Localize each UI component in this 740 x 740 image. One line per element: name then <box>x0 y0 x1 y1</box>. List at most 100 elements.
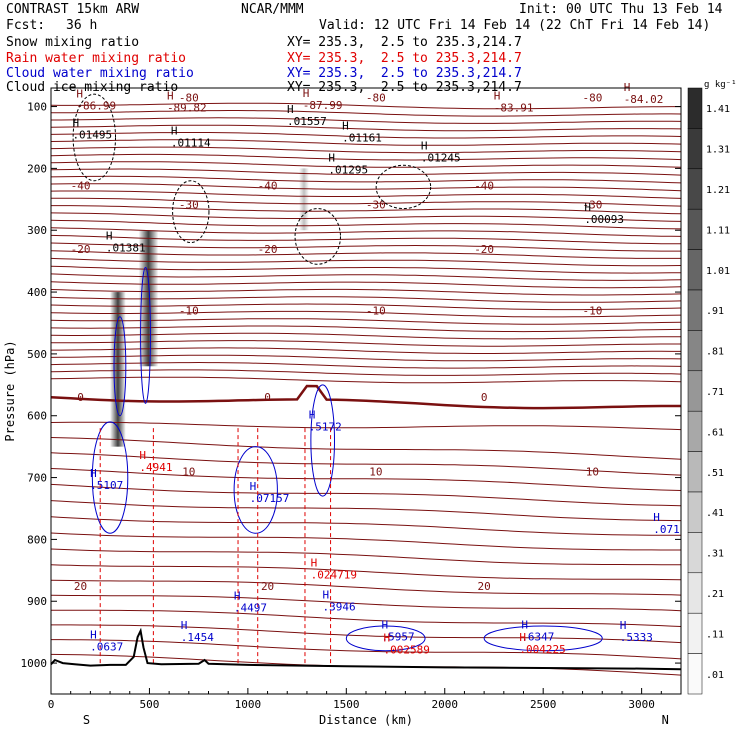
cloud-ice-contour <box>72 93 117 182</box>
colorbar-label: 1.21 <box>706 185 730 196</box>
h-marker: H <box>382 619 389 632</box>
x-axis-label: Distance (km) <box>319 713 413 727</box>
forecast-value: 36 h <box>66 18 98 33</box>
x-tick-label: 3000 <box>628 698 655 711</box>
x-tick-label: 500 <box>140 698 160 711</box>
colorbar-swatch <box>687 330 703 372</box>
h-value-label: -83.91 <box>494 101 534 114</box>
h-marker: H <box>421 139 428 152</box>
colorbar-label: 1.31 <box>706 145 730 156</box>
h-value-label: .3946 <box>322 600 355 613</box>
h-marker: H <box>521 619 528 632</box>
isotherm-line <box>50 265 682 274</box>
cloud-water-contour <box>91 421 129 534</box>
isotherm-line <box>50 548 682 566</box>
isotherm-line <box>50 483 682 507</box>
h-value-label: .00093 <box>584 213 624 226</box>
h-value-label: .01495 <box>72 128 112 141</box>
isotherm-line <box>50 212 682 222</box>
isotherm-line <box>50 139 682 146</box>
h-marker: H <box>234 590 241 603</box>
isotherm-line <box>50 437 682 460</box>
isotherm-line <box>50 564 682 581</box>
cloud-water-contour <box>483 625 603 652</box>
colorbar-swatch <box>687 451 703 493</box>
colorbar-swatch <box>687 653 703 695</box>
x-end-label-south: S <box>83 713 90 727</box>
h-marker: H <box>519 631 526 644</box>
colorbar-swatch <box>687 289 703 331</box>
colorbar-swatch <box>687 370 703 412</box>
colorbar-label: .81 <box>706 347 724 358</box>
isotherm-line <box>50 361 682 369</box>
colorbar-swatch <box>687 572 703 614</box>
isotherm-line <box>50 281 682 289</box>
isotherm-line <box>50 452 682 476</box>
isotherm-line <box>50 303 682 311</box>
isotherm-line <box>50 102 681 110</box>
h-value-label: .5107 <box>90 479 123 492</box>
isotherm-line <box>50 273 682 281</box>
isotherm-line <box>50 219 682 230</box>
isotherm-label: -40 <box>71 180 91 193</box>
cloud-ice-contour <box>172 180 210 244</box>
h-value-label: .5333 <box>620 631 653 644</box>
field-rain-name: Rain water mixing ratio <box>6 51 187 66</box>
isotherm-line <box>50 332 681 340</box>
colorbar-unit: g kg⁻¹ <box>704 80 737 90</box>
colorbar-label: 1.11 <box>706 225 730 236</box>
cloud-water-contour <box>310 384 335 497</box>
colorbar-swatch <box>687 532 703 574</box>
y-tick-label: 300 <box>27 224 47 237</box>
cloud-ice-contour <box>375 164 432 210</box>
h-value-label: .07157 <box>250 492 290 505</box>
x-tick-label: 2000 <box>432 698 459 711</box>
isotherm-line <box>50 153 682 161</box>
isotherm-label: -30 <box>366 198 386 211</box>
isotherm-line <box>50 175 682 184</box>
isotherm-line <box>50 376 682 384</box>
h-marker: H <box>250 480 257 493</box>
isotherm-line <box>50 288 682 296</box>
colorbar-swatch <box>687 87 703 129</box>
isotherm-line <box>50 257 682 267</box>
plot-frame <box>50 87 682 695</box>
h-marker: H <box>653 511 660 524</box>
colorbar-label: .31 <box>706 549 724 560</box>
colorbar-label: 1.41 <box>706 104 730 115</box>
isotherm-line <box>50 234 682 245</box>
isotherm-line <box>50 168 682 176</box>
cloud-ice-contour <box>294 208 341 265</box>
isotherm-label: -20 <box>474 243 494 256</box>
field-cloudwater-name: Cloud water mixing ratio <box>6 66 194 81</box>
colorbar-label: .71 <box>706 387 724 398</box>
y-tick-label: 700 <box>27 472 47 485</box>
isotherm-line <box>51 340 681 347</box>
isotherm-line <box>51 639 682 660</box>
isotherm-line <box>50 227 682 237</box>
h-marker: H <box>328 152 335 165</box>
isotherm-line <box>51 347 681 354</box>
y-axis-label: Pressure (hPa) <box>3 340 17 441</box>
isotherm-line <box>51 609 682 627</box>
h-marker: H <box>72 116 79 129</box>
isotherm-line <box>50 190 682 199</box>
field-snow-xy: XY= 235.3, 2.5 to 235.3,214.7 <box>287 35 522 50</box>
isotherm-line <box>51 197 682 207</box>
h-value-label: -89.82 <box>167 101 207 114</box>
colorbar-swatch <box>687 491 703 533</box>
h-value-label: .4497 <box>234 602 267 615</box>
x-tick-label: 0 <box>48 698 55 711</box>
x-end-label-north: N <box>662 713 669 727</box>
isotherm-line <box>50 369 682 376</box>
isotherm-line <box>50 242 681 252</box>
h-marker: H <box>287 103 294 116</box>
cloud-water-contour <box>345 625 426 652</box>
isotherm-line <box>50 183 682 192</box>
isotherm-label: -10 <box>582 305 602 318</box>
cloud-water-contour <box>113 316 127 417</box>
h-value-label: .004225 <box>519 643 565 656</box>
y-tick-label: 1000 <box>21 657 48 670</box>
colorbar-label: .91 <box>706 306 724 317</box>
